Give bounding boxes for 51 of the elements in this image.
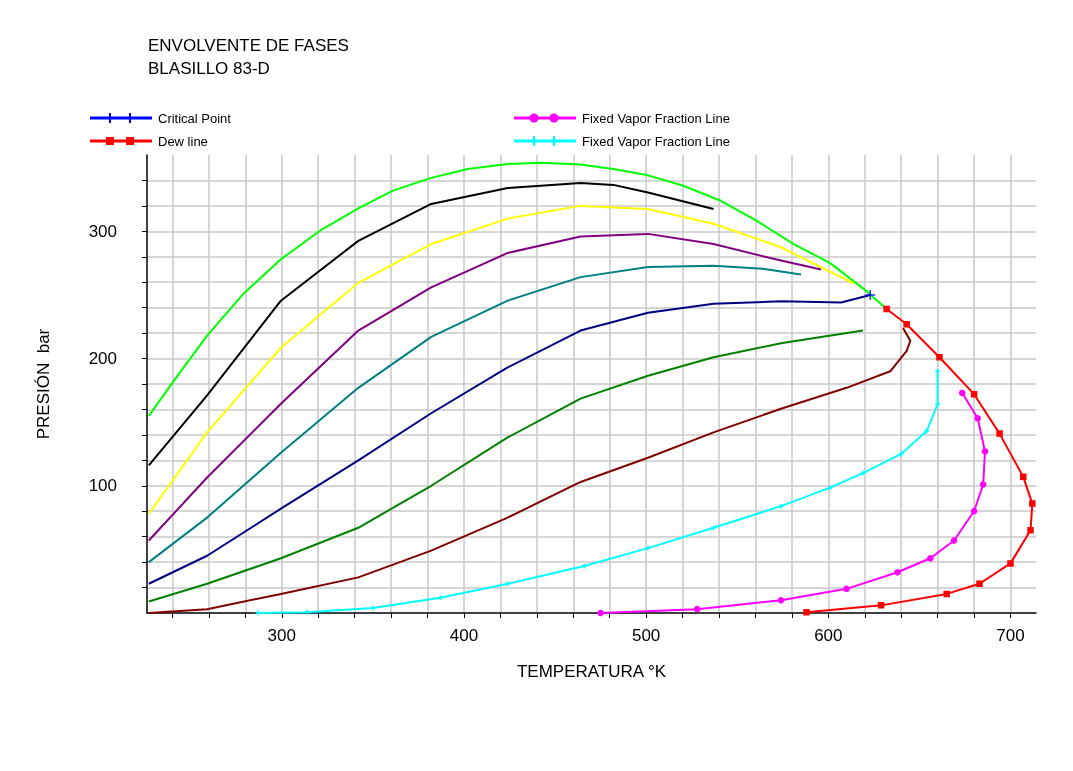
point [597, 609, 604, 617]
point [803, 609, 810, 616]
point [859, 469, 867, 477]
point [970, 390, 978, 398]
x-axis-title: TEMPERATURA °K [516, 662, 667, 681]
y-tick-label: 300 [88, 221, 117, 241]
point [864, 289, 876, 301]
point [897, 450, 905, 458]
chart-subtitle: BLASILLO 83-D [148, 59, 270, 78]
point [777, 502, 785, 510]
point [927, 555, 934, 562]
point [936, 354, 943, 361]
point [976, 580, 983, 587]
y-axis-title: PRESIÓN bar [34, 328, 53, 440]
point [877, 602, 885, 609]
point [1007, 560, 1014, 567]
point [369, 604, 377, 612]
line-series [147, 232, 823, 542]
x-tick-label: 300 [267, 626, 296, 645]
point [974, 415, 981, 422]
legend-label: Fixed Vapor Fraction Line [582, 133, 730, 149]
point [970, 507, 978, 515]
y-tick-label: 200 [88, 349, 117, 369]
point [580, 562, 588, 570]
chart-title: ENVOLVENTE DE FASES [148, 36, 349, 55]
legend-label: Dew line [158, 133, 208, 149]
point [883, 305, 890, 313]
x-tick-label: 700 [996, 626, 1025, 645]
line-series [147, 204, 855, 515]
line-series [147, 264, 802, 564]
point [843, 585, 850, 593]
point [1020, 473, 1027, 481]
point [693, 605, 701, 613]
point [943, 590, 950, 598]
legend-label: Critical Point [158, 110, 231, 126]
point [981, 448, 989, 455]
point [950, 537, 958, 544]
point [1029, 500, 1036, 507]
point [958, 389, 966, 397]
x-tick-label: 400 [449, 626, 479, 645]
point [644, 544, 652, 552]
point [996, 430, 1003, 437]
x-tick-label: 600 [814, 626, 843, 645]
y-tick-label: 100 [88, 476, 117, 496]
point [777, 597, 785, 604]
point [979, 481, 987, 488]
point [1027, 527, 1034, 534]
legend-label: Fixed Vapor Fraction Line [582, 110, 730, 126]
point [894, 569, 901, 576]
x-tick-label: 500 [631, 626, 661, 645]
point [903, 320, 910, 328]
